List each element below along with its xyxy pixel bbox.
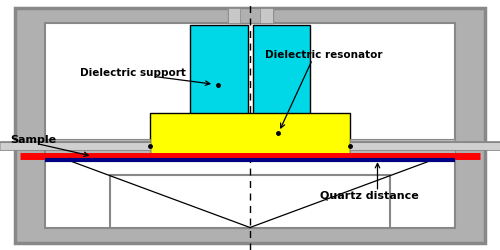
Bar bbox=[110, 175, 390, 228]
Bar bbox=[150, 112, 350, 154]
Bar bbox=[350, 139, 455, 154]
Bar bbox=[228, 8, 272, 22]
Text: Dielectric resonator: Dielectric resonator bbox=[265, 50, 382, 60]
Bar bbox=[228, 8, 240, 22]
Bar bbox=[45, 139, 150, 154]
Bar bbox=[252, 25, 310, 120]
Text: Quartz distance: Quartz distance bbox=[320, 190, 419, 200]
Text: Sample: Sample bbox=[10, 135, 56, 145]
Bar bbox=[260, 8, 272, 22]
Bar bbox=[45, 22, 455, 228]
Text: Dielectric support: Dielectric support bbox=[80, 68, 186, 78]
Bar bbox=[190, 25, 248, 120]
